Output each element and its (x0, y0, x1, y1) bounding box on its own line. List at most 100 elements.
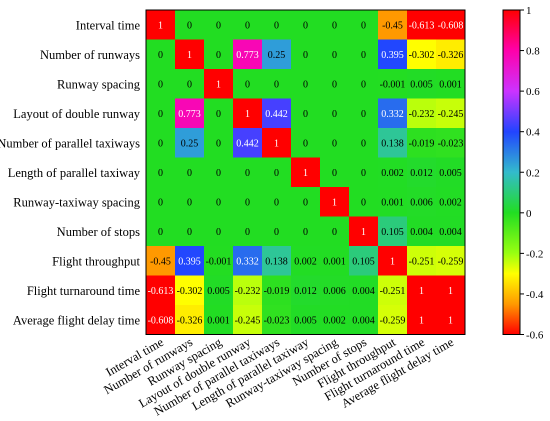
row-label: Interval time (76, 18, 141, 32)
heatmap-cell (233, 98, 262, 128)
heatmap-cell (291, 275, 320, 305)
colorbar-tick-label: -0.6 (526, 330, 544, 342)
colorbar-tick-label: -0.2 (526, 248, 543, 260)
heatmap-cell (436, 187, 465, 217)
heatmap-cell (291, 98, 320, 128)
cell-value-label: 0.004 (352, 315, 375, 326)
heatmap-cell (262, 275, 291, 305)
cell-value-label: -0.326 (177, 315, 203, 326)
heatmap-cell (349, 157, 378, 187)
heatmap-cell (436, 69, 465, 99)
heatmap-cell (378, 10, 407, 40)
cell-value-label: 0.004 (352, 286, 375, 297)
cell-value-label: 0 (361, 50, 366, 61)
heatmap-cell (436, 128, 465, 158)
cell-value-label: 0 (303, 50, 308, 61)
cell-value-label: 0.25 (181, 138, 199, 149)
heatmap-cell (175, 128, 204, 158)
cell-value-label: 0.012 (410, 168, 433, 179)
cell-value-label: 0 (361, 138, 366, 149)
cell-value-label: -0.001 (380, 79, 406, 90)
heatmap-cell (146, 246, 175, 276)
row-label: Number of stops (57, 225, 140, 239)
cell-value-label: 0 (332, 50, 337, 61)
heatmap-cell (291, 187, 320, 217)
row-label: Runway-taxiway spacing (13, 195, 140, 209)
heatmap-cell (436, 305, 465, 335)
cell-value-label: 1 (245, 109, 250, 120)
cell-value-label: -0.302 (177, 286, 203, 297)
row-label: Length of parallel taxiway (8, 166, 141, 180)
cell-value-label: 0 (216, 227, 221, 238)
heatmap-cell (291, 157, 320, 187)
cell-value-label: -0.302 (409, 50, 435, 61)
cell-value-label: 0 (216, 197, 221, 208)
cell-value-label: 0 (274, 20, 279, 31)
cell-value-label: 0 (332, 109, 337, 120)
heatmap-cell (175, 39, 204, 69)
heatmap-cell (291, 246, 320, 276)
cell-value-label: 0.002 (323, 315, 346, 326)
heatmap-cell (233, 216, 262, 246)
heatmap-cell (262, 157, 291, 187)
heatmap-cell (436, 216, 465, 246)
cell-value-label: 0 (187, 197, 192, 208)
heatmap-cell (233, 39, 262, 69)
cell-value-label: -0.45 (150, 256, 171, 267)
cell-value-label: 0 (303, 109, 308, 120)
cell-value-label: 0.442 (265, 109, 288, 120)
heatmap-cell (407, 157, 436, 187)
heatmap-cell (378, 39, 407, 69)
colorbar-tick-label: 0.6 (526, 86, 540, 98)
cell-value-label: 1 (448, 286, 453, 297)
heatmap-cell (291, 39, 320, 69)
heatmap-cell (262, 128, 291, 158)
cell-value-label: 0 (274, 197, 279, 208)
heatmap-cell (349, 275, 378, 305)
cell-value-label: 0 (216, 109, 221, 120)
heatmap-cell (320, 10, 349, 40)
heatmap-cell (175, 246, 204, 276)
row-label: Number of runways (40, 48, 140, 62)
heatmap-cell (146, 275, 175, 305)
cell-value-label: 0 (332, 168, 337, 179)
cell-value-label: 0.005 (294, 315, 317, 326)
cell-value-label: 0.001 (207, 315, 230, 326)
cell-value-label: 0.005 (207, 286, 230, 297)
cell-value-label: 0.002 (439, 197, 462, 208)
cell-value-label: 0.001 (439, 79, 462, 90)
heatmap-cell (378, 216, 407, 246)
cell-value-label: 0 (245, 227, 250, 238)
heatmap-cell (175, 187, 204, 217)
colorbar-tick-label: 0 (526, 208, 532, 220)
cell-value-label: 0.005 (410, 79, 433, 90)
heatmap-cell (204, 69, 233, 99)
heatmap-cell (146, 98, 175, 128)
cell-value-label: 0 (216, 138, 221, 149)
cell-value-label: 1 (274, 138, 279, 149)
heatmap-cell (291, 10, 320, 40)
row-label: Flight turnaround time (27, 284, 141, 298)
cell-value-label: 0 (332, 138, 337, 149)
cell-value-label: -0.001 (206, 256, 232, 267)
cell-value-label: -0.608 (148, 315, 174, 326)
heatmap-cell (407, 69, 436, 99)
cell-value-label: 0 (216, 168, 221, 179)
heatmap-cells (145, 9, 466, 335)
heatmap-cell (204, 39, 233, 69)
row-label: Average flight delay time (13, 313, 141, 327)
heatmap-cell (407, 187, 436, 217)
cell-value-label: 0 (158, 79, 163, 90)
heatmap-border (145, 9, 466, 335)
cell-value-label: 0.005 (439, 168, 462, 179)
cell-value-label: 0 (303, 138, 308, 149)
heatmap-cell (233, 246, 262, 276)
heatmap-cell (146, 69, 175, 99)
cell-value-label: 1 (158, 20, 163, 31)
cell-value-label: -0.259 (438, 256, 464, 267)
colorbar-tick-label: 0.2 (526, 167, 540, 179)
heatmap-cell (407, 98, 436, 128)
cell-value-label: 0.004 (410, 227, 433, 238)
heatmap-cell (436, 10, 465, 40)
